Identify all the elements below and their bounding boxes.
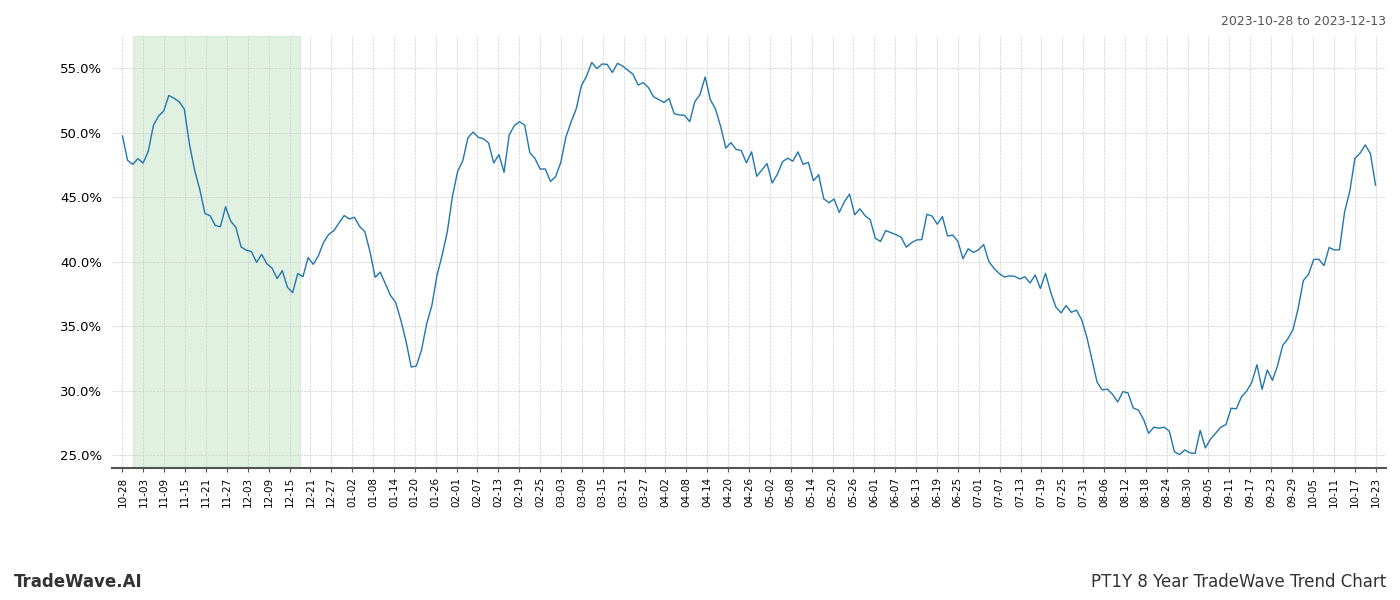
Text: 2023-10-28 to 2023-12-13: 2023-10-28 to 2023-12-13 [1221, 15, 1386, 28]
Text: PT1Y 8 Year TradeWave Trend Chart: PT1Y 8 Year TradeWave Trend Chart [1091, 573, 1386, 591]
Bar [133, 36, 300, 468]
Text: TradeWave.AI: TradeWave.AI [14, 573, 143, 591]
